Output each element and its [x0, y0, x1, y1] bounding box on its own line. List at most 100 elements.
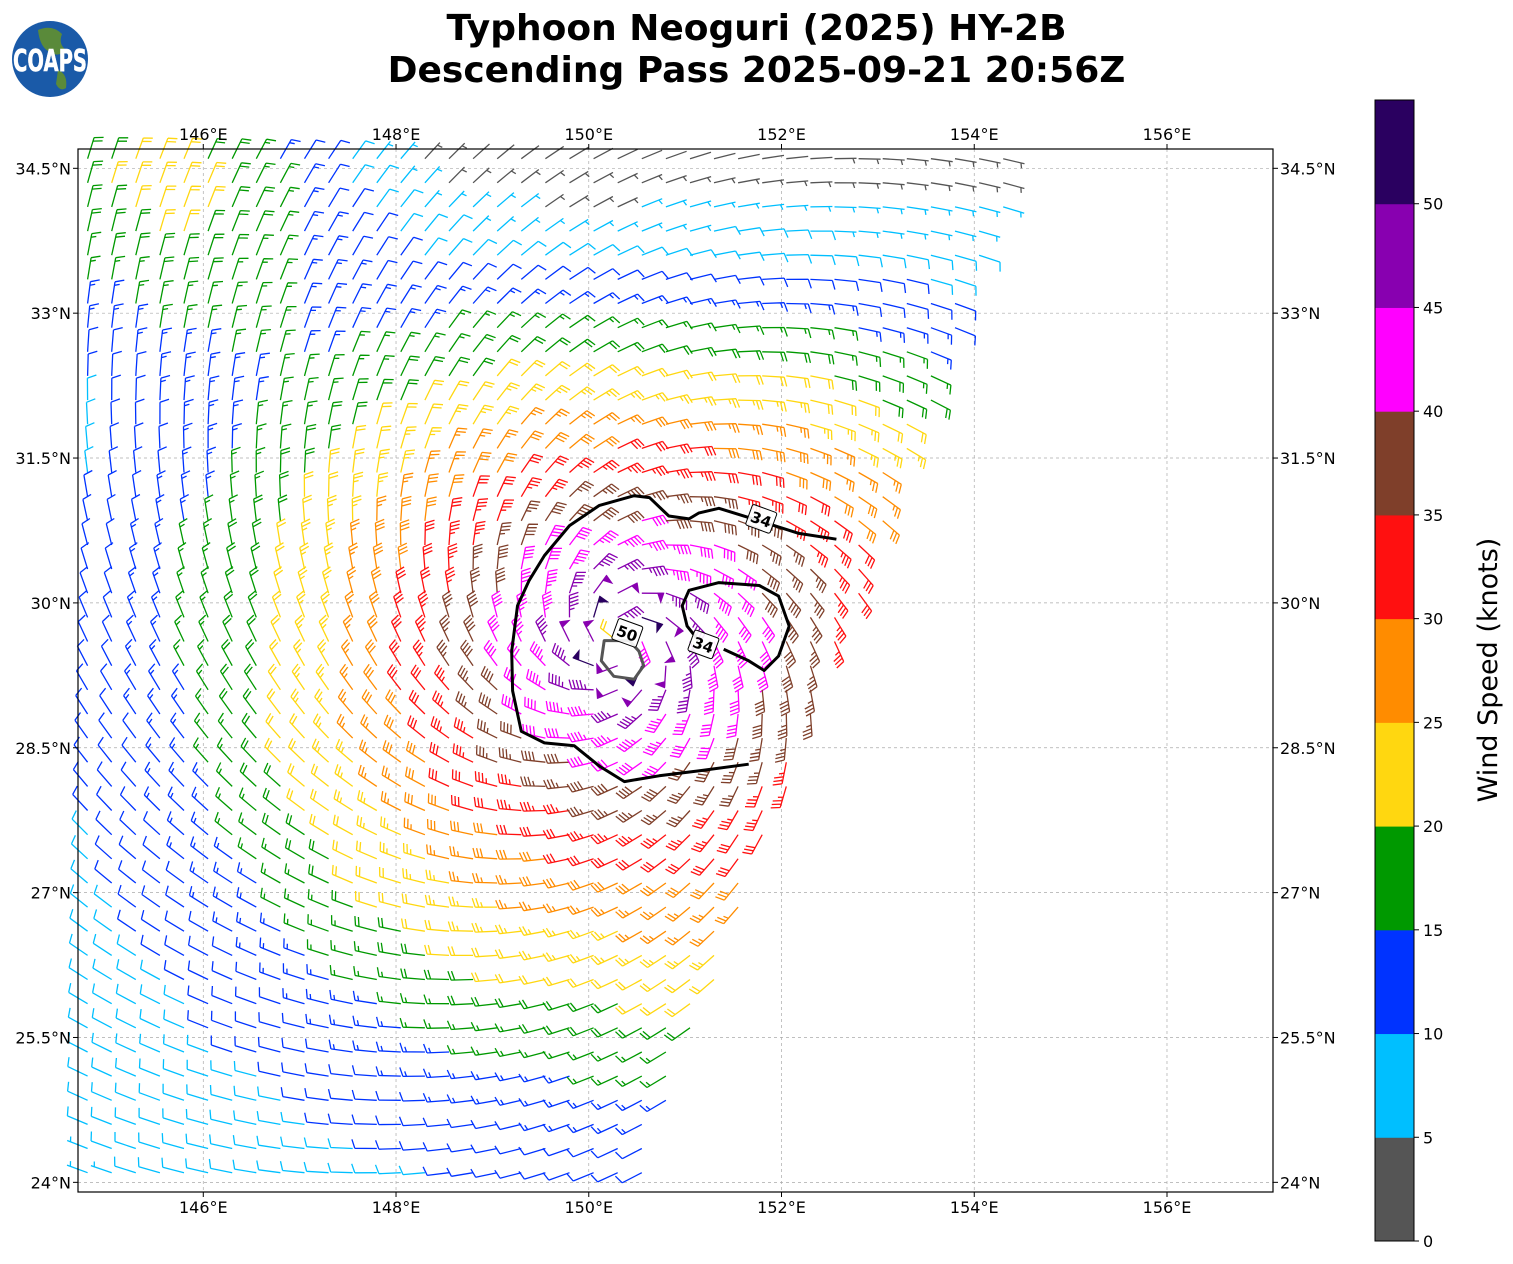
wind-barb	[375, 1066, 401, 1077]
wind-barb	[617, 510, 645, 524]
wind-barb	[90, 1161, 112, 1174]
wind-barb	[882, 520, 901, 545]
wind-barb	[689, 906, 715, 924]
wind-barb	[423, 994, 450, 1005]
wind-barb	[666, 810, 691, 828]
wind-barb	[117, 884, 137, 908]
wind-barb	[762, 423, 787, 437]
wind-barb	[641, 222, 663, 232]
wind-barb	[786, 180, 809, 187]
wind-barb	[978, 158, 1001, 168]
wind-barb	[543, 779, 570, 790]
wind-barb	[472, 498, 489, 521]
wind-barb	[520, 453, 544, 473]
wind-barb	[218, 688, 233, 715]
wind-barb	[810, 181, 833, 188]
wind-barb	[713, 616, 729, 643]
wind-barb	[205, 470, 215, 497]
wind-barb	[176, 566, 185, 594]
wind-barb	[713, 592, 732, 617]
wind-barb	[183, 398, 194, 425]
wind-barb	[568, 571, 586, 594]
wind-barb	[424, 237, 448, 256]
lon-tick-label-top: 150°E	[564, 125, 613, 144]
wind-barb	[448, 474, 465, 497]
wind-barb	[233, 1060, 257, 1077]
wind-barb	[135, 208, 152, 232]
wind-barb	[422, 1166, 450, 1177]
wind-barb	[738, 276, 765, 286]
wind-barb	[665, 518, 693, 530]
wind-barb	[93, 884, 113, 908]
wind-barb	[786, 423, 810, 439]
wind-barb-flag	[582, 619, 595, 629]
wind-barb	[344, 590, 355, 618]
wind-barb	[448, 896, 474, 908]
wind-barb	[352, 235, 374, 256]
wind-barb	[520, 240, 547, 256]
wind-barb	[762, 277, 789, 288]
wind-barb	[569, 338, 596, 353]
wind-barb	[183, 233, 200, 256]
wind-barb	[234, 1036, 257, 1053]
wind-barb	[76, 638, 89, 667]
wind-barb	[720, 761, 739, 784]
wind-barb	[737, 178, 760, 185]
wind-barb	[542, 1172, 570, 1181]
wind-barb	[207, 328, 222, 352]
lat-tick-label-right: 24°N	[1280, 1173, 1320, 1192]
wind-barb	[424, 284, 447, 304]
colorbar-tick-label: 30	[1423, 610, 1443, 629]
wind-barb	[231, 209, 250, 232]
wind-barb	[834, 351, 858, 366]
wind-barb	[696, 737, 715, 760]
wind-barb	[770, 786, 787, 809]
wind-barb	[640, 810, 667, 826]
wind-barb	[882, 230, 905, 239]
wind-barb	[810, 254, 836, 266]
wind-barb	[483, 639, 498, 667]
colorbar-segment	[1375, 929, 1414, 1035]
wind-barb	[761, 617, 776, 644]
wind-barb	[304, 1038, 329, 1053]
wind-barb	[265, 712, 281, 739]
wind-barb-flag	[596, 662, 604, 675]
wind-barb	[361, 689, 378, 715]
wind-barb	[114, 1107, 137, 1126]
wind-barb	[141, 885, 161, 908]
wind-barb	[255, 210, 275, 232]
wind-barb	[303, 1161, 329, 1174]
wind-barb	[930, 327, 953, 345]
wind-barb	[858, 351, 882, 367]
wind-barb	[470, 996, 498, 1007]
contour-label: 34	[687, 629, 720, 660]
wind-barb	[187, 935, 209, 956]
wind-barb	[460, 639, 474, 667]
wind-barb	[542, 927, 570, 938]
wind-barb	[551, 642, 570, 667]
wind-barb	[809, 617, 823, 644]
wind-barb	[774, 738, 787, 763]
wind-barb	[810, 205, 833, 212]
wind-barb	[615, 1099, 643, 1112]
wind-barb	[786, 471, 808, 490]
wind-barb	[111, 184, 128, 208]
wind-barb	[231, 281, 248, 304]
wind-barb	[163, 984, 185, 1005]
wind-barb	[638, 641, 651, 669]
wind-barb	[713, 544, 736, 562]
wind-barb	[689, 544, 714, 559]
wind-barb	[260, 887, 281, 908]
wind-barb	[258, 987, 281, 1005]
wind-barb	[446, 1167, 474, 1177]
wind-barb	[665, 568, 691, 582]
colorbar-frame	[1374, 99, 1415, 1242]
wind-barb	[303, 187, 325, 208]
wind-barb	[139, 1033, 161, 1053]
wind-barb	[417, 590, 429, 618]
wind-barb	[165, 860, 185, 884]
wind-barb	[954, 327, 977, 346]
wind-barb	[279, 162, 301, 184]
wind-barb	[593, 364, 621, 377]
wind-barb	[439, 614, 451, 642]
